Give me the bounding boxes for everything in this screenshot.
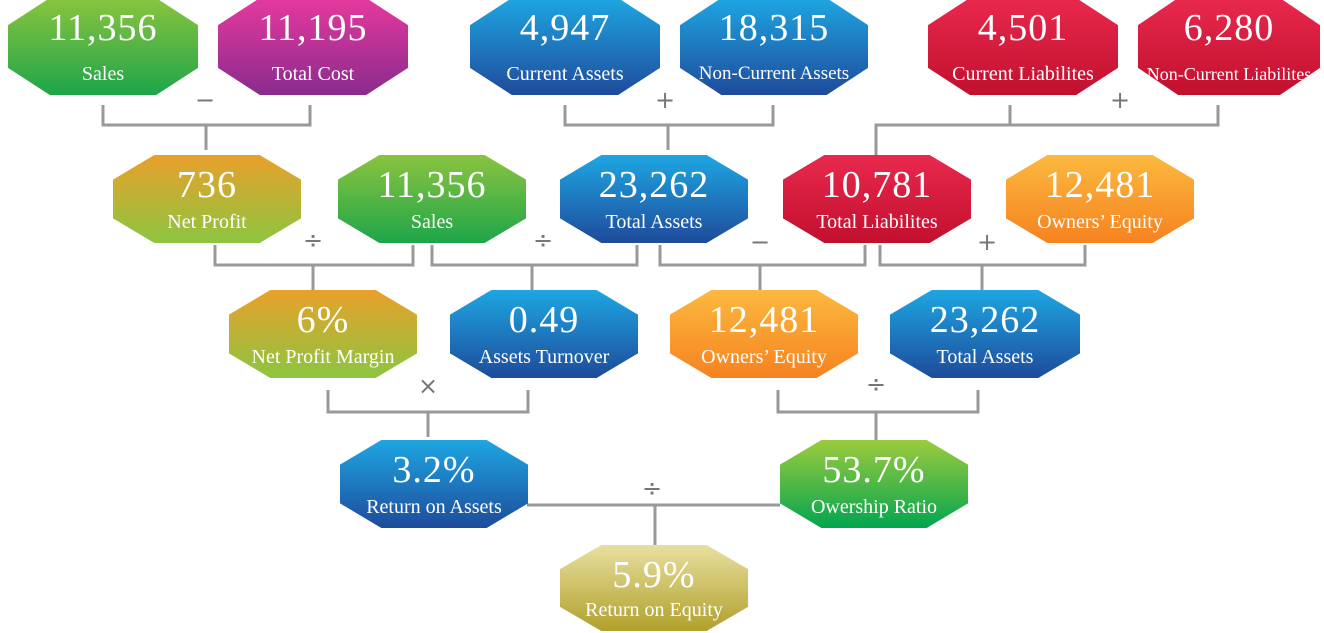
node-label: Owership Ratio xyxy=(810,496,938,518)
node-value: 23,262 xyxy=(929,299,1041,341)
node-label: Net Profit Margin xyxy=(251,346,395,368)
connector xyxy=(213,245,415,290)
node-value: 5.9% xyxy=(612,554,696,596)
node-label: Non-Current Assets xyxy=(698,63,850,84)
node-value: 12,481 xyxy=(708,299,820,341)
connector xyxy=(101,105,312,150)
node-label: Owners’ Equity xyxy=(701,346,827,368)
node-value: 6,280 xyxy=(1183,7,1275,49)
connector xyxy=(776,390,980,440)
node-value: 11,356 xyxy=(48,7,158,49)
node-label: Net Profit xyxy=(167,211,247,233)
node: 4,501 Current Liabilites xyxy=(928,0,1118,95)
node: 53.7% Owership Ratio xyxy=(780,440,968,528)
node-value: 4,947 xyxy=(519,7,611,49)
node: 4,947 Current Assets xyxy=(470,0,660,95)
node-value: 23,262 xyxy=(598,164,710,206)
node-label: Non-Current Liabilites xyxy=(1146,64,1312,84)
node: 11,356 Sales xyxy=(338,155,526,243)
node: 11,356 Sales xyxy=(8,0,198,95)
node-value: 0.49 xyxy=(508,299,580,341)
node: 12,481 Owners’ Equity xyxy=(1006,155,1194,243)
node-label: Total Assets xyxy=(936,346,1034,368)
node-value: 4,501 xyxy=(977,7,1069,49)
operator: + xyxy=(654,86,676,114)
node-label: Owners’ Equity xyxy=(1037,211,1163,233)
operator: + xyxy=(1109,86,1131,114)
node-value: 12,481 xyxy=(1044,164,1156,206)
node: 736 Net Profit xyxy=(113,155,301,243)
connector xyxy=(878,245,1087,290)
node-value: 10,781 xyxy=(821,164,933,206)
operator: − xyxy=(194,86,216,114)
node-value: 3.2% xyxy=(392,449,476,491)
node-value: 11,195 xyxy=(258,7,368,49)
node: 6,280 Non-Current Liabilites xyxy=(1138,0,1320,95)
node: 23,262 Total Assets xyxy=(890,290,1080,378)
node: 12,481 Owners’ Equity xyxy=(670,290,858,378)
connector xyxy=(430,245,639,290)
node-label: Current Liabilites xyxy=(952,63,1094,85)
node-label: Assets Turnover xyxy=(478,346,610,368)
node: 18,315 Non-Current Assets xyxy=(680,0,868,95)
operator: ÷ xyxy=(532,226,554,254)
node-value: 6% xyxy=(296,299,350,341)
operator: × xyxy=(417,372,439,400)
node: 0.49 Assets Turnover xyxy=(450,290,638,378)
node-label: Current Assets xyxy=(506,63,624,85)
node: 3.2% Return on Assets xyxy=(340,440,528,528)
node: 5.9% Return on Equity xyxy=(560,545,748,631)
node: 10,781 Total Liabilites xyxy=(783,155,971,243)
operator: ÷ xyxy=(865,370,887,398)
node-label: Return on Assets xyxy=(366,496,502,518)
node-value: 736 xyxy=(177,164,237,206)
node-label: Total Cost xyxy=(271,63,355,85)
connector xyxy=(563,105,775,150)
connector xyxy=(527,503,780,545)
connector xyxy=(658,245,867,290)
node-value: 53.7% xyxy=(822,449,926,491)
node-label: Sales xyxy=(81,63,125,85)
node: 23,262 Total Assets xyxy=(560,155,748,243)
operator: ÷ xyxy=(641,474,663,502)
node-value: 11,356 xyxy=(377,164,487,206)
node-label: Return on Equity xyxy=(585,599,723,621)
node-label: Total Assets xyxy=(605,211,703,233)
connector xyxy=(874,105,1220,155)
connector xyxy=(326,390,530,437)
node-label: Total Liabilites xyxy=(816,211,938,233)
operator: − xyxy=(749,228,771,256)
operator: + xyxy=(976,228,998,256)
operator: ÷ xyxy=(302,226,324,254)
node-value: 18,315 xyxy=(718,7,830,49)
node: 11,195 Total Cost xyxy=(218,0,408,95)
node: 6% Net Profit Margin xyxy=(229,290,417,378)
node-label: Sales xyxy=(410,211,454,233)
